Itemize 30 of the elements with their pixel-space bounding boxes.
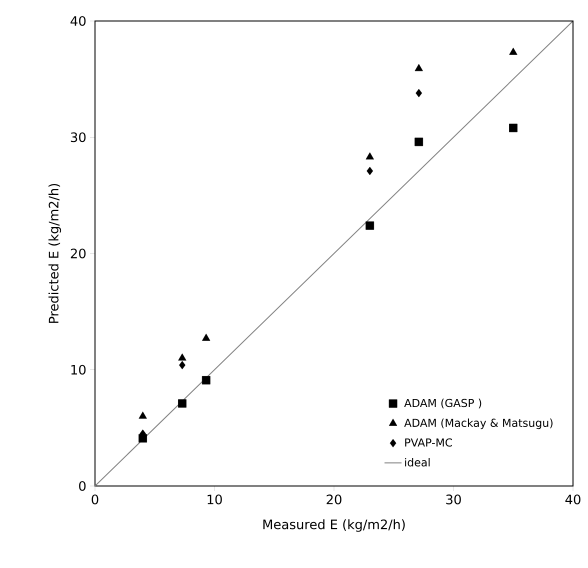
x-tick-label: 20 [326,494,342,504]
y-tick-label: 30 [70,132,86,142]
y-tick-label: 10 [71,364,86,375]
legend-label: ideal [405,458,430,467]
point [509,124,518,132]
x-tick-label: 40 [565,494,580,504]
point [366,166,374,176]
point [179,360,186,370]
point [178,353,186,361]
legend-label: ADAM (GASP ) [404,398,482,408]
point [416,88,422,98]
point [138,412,147,419]
point [414,64,423,72]
point [202,334,210,341]
point [366,221,374,230]
x-tick-label: 30 [446,494,461,504]
x-tick-label: 10 [208,494,222,504]
y-tick-label: 20 [70,248,86,258]
point [202,376,210,384]
y-tick-label: 0 [79,481,86,491]
point [366,152,374,160]
legend-label: ADAM (Mackay & Matsugu) [404,418,553,430]
x-tick-label: 0 [92,494,98,504]
point [414,138,424,146]
y-tick-label: 40 [70,16,86,26]
point [509,48,518,55]
point [178,399,186,408]
x-axis-title: Measured E (kg/m2/h) [263,519,405,532]
y-axis-title: Predicted E (kg/m2/h) [48,184,62,323]
legend-label: PVAP-MC [405,438,452,447]
